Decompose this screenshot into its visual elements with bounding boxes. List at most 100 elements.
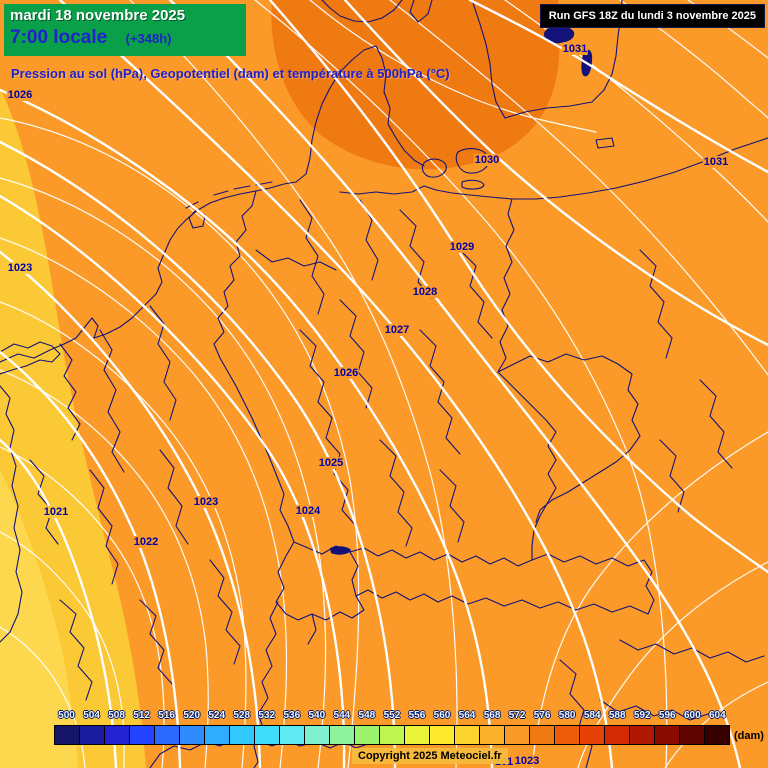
legend-color-cell [405,726,430,744]
pressure-label: 1031 [702,155,730,169]
legend-value: 556 [408,710,426,721]
sweden-coastline [471,0,623,119]
austria-border [349,551,655,615]
lower-geopotential-band [0,470,78,768]
pressure-label: 1029 [448,240,476,254]
legend-value: 512 [133,710,150,721]
legend-value: 604 [708,710,726,721]
legend-color-cell [205,726,230,744]
baltic-coastline [339,137,768,200]
pressure-label: 1031 [561,42,589,56]
legend-value: 576 [533,710,551,721]
swedish-lakes [543,26,593,77]
legend-value: 536 [283,710,301,721]
pressure-label: 1028 [411,285,439,299]
legend-color-cell [705,726,729,744]
legend-color-cell [680,726,705,744]
germany-east-border [497,198,515,373]
legend-value: 596 [658,710,676,721]
france-region-borders [29,305,241,701]
legend-color-cell [380,726,405,744]
isobar-1026 [0,88,494,768]
legend-value: 532 [258,710,276,721]
legend-value: 584 [583,710,601,721]
legend-color-cell [580,726,605,744]
legend-value: 564 [458,710,476,721]
legend-color-cell [455,726,480,744]
pressure-label: 1024 [294,504,322,518]
biscay-coastline [0,385,23,643]
run-info: Run GFS 18Z du lundi 3 novembre 2025 [539,4,765,28]
legend-value: 508 [108,710,125,721]
legend-value: 500 [58,710,75,721]
isobar-1024 [0,194,346,768]
legend-color-cell [630,726,655,744]
forecast-date: mardi 18 novembre 2025 [10,7,186,24]
legend-value: 548 [358,710,376,721]
isobar-1021 [0,438,118,768]
legend-color-cell [605,726,630,744]
pressure-label: 1026 [332,366,360,380]
legend-color-cell [480,726,505,744]
legend-value: 516 [158,710,175,721]
isobar-1028 [168,0,742,768]
legend-color-cell [305,726,330,744]
legend: 500 504 508 512 516 520 524 528 532 536 540 544 548 5… [54,710,730,745]
brittany-coastline [0,341,61,375]
lake-constance [330,546,351,555]
isobar-1025 [0,140,397,768]
bornholm-island [595,137,615,149]
legend-value: 544 [333,710,351,721]
forecast-time: 7:00 locale [10,27,108,48]
legend-color-cell [155,726,180,744]
legend-color-cell [655,726,680,744]
jutland-coastline [269,45,425,189]
germany-czech-border [497,371,557,561]
legend-color-cell [355,726,380,744]
czech-border [497,353,641,523]
isobar-1030 [343,0,768,347]
legend-value: 524 [208,710,226,721]
isobar-1029 [268,0,768,574]
switzerland-border [275,541,365,645]
isobar-1027 [58,0,614,768]
legend-color-cell [530,726,555,744]
legend-color-cell [555,726,580,744]
legend-value: 504 [83,710,100,721]
eastern-borders [559,249,765,768]
legend-color-cell [55,726,80,744]
legend-values: 500 504 508 512 516 520 524 528 532 536 540 544 548 5… [54,710,730,724]
forecast-time-row: 7:00 locale (+348h) [10,27,172,49]
legend-unit: (dam) [734,730,764,742]
danish-islands [421,148,490,190]
legend-value: 588 [608,710,626,721]
france-italy-border [253,601,279,768]
copyright: Copyright 2025 Meteociel.fr [352,748,508,764]
legend-value: 580 [558,710,576,721]
legend-color-cell [80,726,105,744]
legend-color-cell [130,726,155,744]
forecast-offset: (+348h) [125,31,172,46]
norway-coastline [321,0,433,23]
legend-color-cell [255,726,280,744]
pressure-label: 1025 [317,456,345,470]
legend-colorbar [54,725,730,745]
legend-value: 560 [433,710,451,721]
legend-value: 572 [508,710,526,721]
pressure-label: 1023 [192,495,220,509]
datetime-panel [4,4,246,56]
legend-color-cell [230,726,255,744]
isobar-1031 [468,0,768,174]
legend-color-cell [105,726,130,744]
legend-value: 520 [183,710,201,721]
isobar-1023 [0,250,262,768]
legend-value: 540 [308,710,326,721]
legend-color-cell [505,726,530,744]
germany-state-borders [255,199,493,547]
high-geopotential-ridge [271,0,560,170]
legend-value: 552 [383,710,401,721]
